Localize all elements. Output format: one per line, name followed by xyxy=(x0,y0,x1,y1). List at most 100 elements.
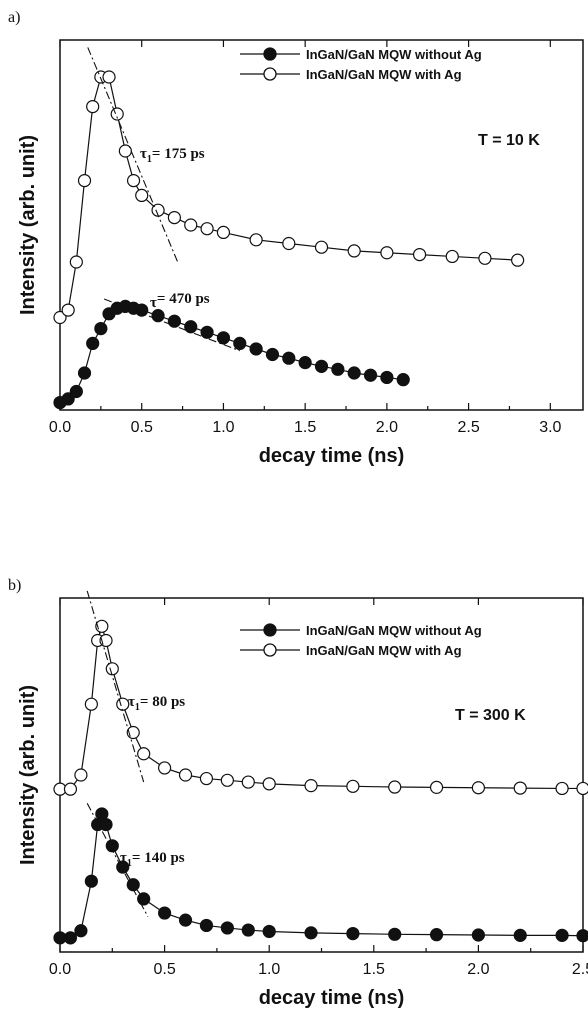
data-point-with-ag xyxy=(105,662,119,676)
temperature-label-b: T = 300 K xyxy=(455,707,526,724)
legend-marker-filled-b xyxy=(263,623,277,637)
data-point-with-ag xyxy=(347,244,361,258)
tau-annotation-b-1: τ1= 80 ps xyxy=(128,694,185,713)
tau-symbol: τ xyxy=(120,850,127,866)
fit-line xyxy=(86,803,149,917)
data-point-with-ag xyxy=(126,174,141,188)
x-tick-label: 2.0 xyxy=(467,961,489,978)
tau-annotation-a-1: τ1= 175 ps xyxy=(140,146,205,165)
data-point-with-ag xyxy=(478,251,492,265)
data-point-with-ag xyxy=(380,246,394,260)
data-point-with-ag xyxy=(63,782,78,796)
legend-b: InGaN/GaN MQW without Ag InGaN/GaN MQW w… xyxy=(240,623,482,658)
tau-value: = 80 ps xyxy=(140,694,185,710)
fit-line xyxy=(87,47,179,263)
fit-lines-b xyxy=(86,590,149,917)
x-axis-label-a: decay time (ns) xyxy=(259,445,405,467)
data-point-without-ag xyxy=(346,926,360,941)
x-tick-label: 3.0 xyxy=(539,419,561,436)
tau-annotation-b-2: τ1= 140 ps xyxy=(120,850,185,869)
data-point-without-ag xyxy=(513,928,527,942)
data-point-without-ag xyxy=(576,929,588,943)
data-point-with-ag xyxy=(61,303,75,317)
data-point-with-ag xyxy=(135,188,149,202)
series-line-with-ag xyxy=(59,76,518,318)
data-point-with-ag xyxy=(241,775,255,789)
panel-a: a) 0.0 0.5 1.0 1.5 2.0 2.5 3.0 Intensity (arb.… xyxy=(8,9,584,467)
data-point-without-ag xyxy=(69,384,83,399)
panel-label-b: b) xyxy=(8,577,21,594)
legend-a: InGaN/GaN MQW without Ag InGaN/GaN MQW w… xyxy=(240,47,482,82)
data-point-with-ag xyxy=(167,211,182,225)
x-axis-label-b: decay time (ns) xyxy=(259,987,405,1009)
data-point-with-ag xyxy=(445,249,459,264)
temperature-label-a: T = 10 K xyxy=(478,132,540,149)
data-point-with-ag xyxy=(69,255,83,269)
data-point-with-ag xyxy=(346,779,360,793)
data-point-without-ag xyxy=(304,926,318,940)
data-point-without-ag xyxy=(135,303,149,317)
data-point-without-ag xyxy=(241,923,255,937)
x-tick-label: 1.0 xyxy=(258,961,280,978)
tau-subscript: 1 xyxy=(147,154,152,165)
data-point-without-ag xyxy=(249,342,263,356)
tau-value: = 175 ps xyxy=(152,146,205,162)
x-tick-label: 0.0 xyxy=(49,419,71,436)
data-point-with-ag xyxy=(86,99,100,114)
data-point-without-ag xyxy=(314,359,329,373)
data-point-with-ag xyxy=(84,697,98,711)
data-point-without-ag xyxy=(84,874,98,888)
data-point-without-ag xyxy=(200,325,214,339)
data-point-with-ag xyxy=(199,771,214,786)
tau-value: = 140 ps xyxy=(132,850,185,866)
data-point-without-ag xyxy=(298,356,312,370)
data-point-with-ag xyxy=(314,240,329,254)
plot-frame-a xyxy=(59,39,584,411)
data-point-with-ag xyxy=(262,777,276,791)
data-point-with-ag xyxy=(77,174,92,188)
data-point-without-ag xyxy=(184,320,198,334)
tau-subscript: 1 xyxy=(135,702,140,713)
data-point-with-ag xyxy=(102,70,116,84)
data-point-without-ag xyxy=(94,322,108,336)
data-point-with-ag xyxy=(282,236,296,251)
data-point-with-ag xyxy=(158,761,172,775)
data-point-without-ag xyxy=(363,368,378,382)
data-point-without-ag xyxy=(151,309,165,323)
tau-symbol: τ xyxy=(150,295,157,311)
x-tick-label: 1.0 xyxy=(212,419,234,436)
data-point-without-ag xyxy=(178,913,193,927)
data-point-with-ag xyxy=(388,780,402,794)
data-point-without-ag xyxy=(347,366,361,380)
tau-symbol: τ xyxy=(128,694,135,710)
x-tick-label: 0.5 xyxy=(131,419,153,436)
data-point-without-ag xyxy=(126,878,140,892)
data-point-without-ag xyxy=(61,392,75,406)
data-point-with-ag xyxy=(471,781,485,795)
data-point-without-ag xyxy=(555,928,569,942)
data-point-without-ag xyxy=(216,331,231,345)
legend-marker-filled-a xyxy=(263,47,277,61)
data-point-without-ag xyxy=(388,927,402,941)
data-point-with-ag xyxy=(216,225,231,239)
data-point-without-ag xyxy=(74,924,88,938)
fit-line xyxy=(86,590,145,783)
legend-entry-without-ag-b: InGaN/GaN MQW without Ag xyxy=(306,623,482,638)
legend-entry-with-ag-b: InGaN/GaN MQW with Ag xyxy=(306,643,462,658)
data-point-without-ag xyxy=(265,347,280,362)
x-tick-label: 1.5 xyxy=(363,961,385,978)
data-point-with-ag xyxy=(116,697,130,711)
data-marks-a xyxy=(53,70,525,410)
data-point-without-ag xyxy=(262,924,276,939)
panel-label-a: a) xyxy=(8,9,20,26)
x-ticks-b: 0.0 0.5 1.0 1.5 2.0 2.5 xyxy=(49,598,588,978)
fit-lines-a xyxy=(87,47,240,352)
data-point-without-ag xyxy=(429,928,444,942)
y-axis-label-a: Intensity (arb. unit) xyxy=(17,135,39,315)
data-point-without-ag xyxy=(158,906,172,920)
data-marks-b xyxy=(53,619,588,945)
x-tick-label: 0.0 xyxy=(49,961,71,978)
data-point-without-ag xyxy=(233,336,247,350)
data-point-without-ag xyxy=(282,351,296,365)
